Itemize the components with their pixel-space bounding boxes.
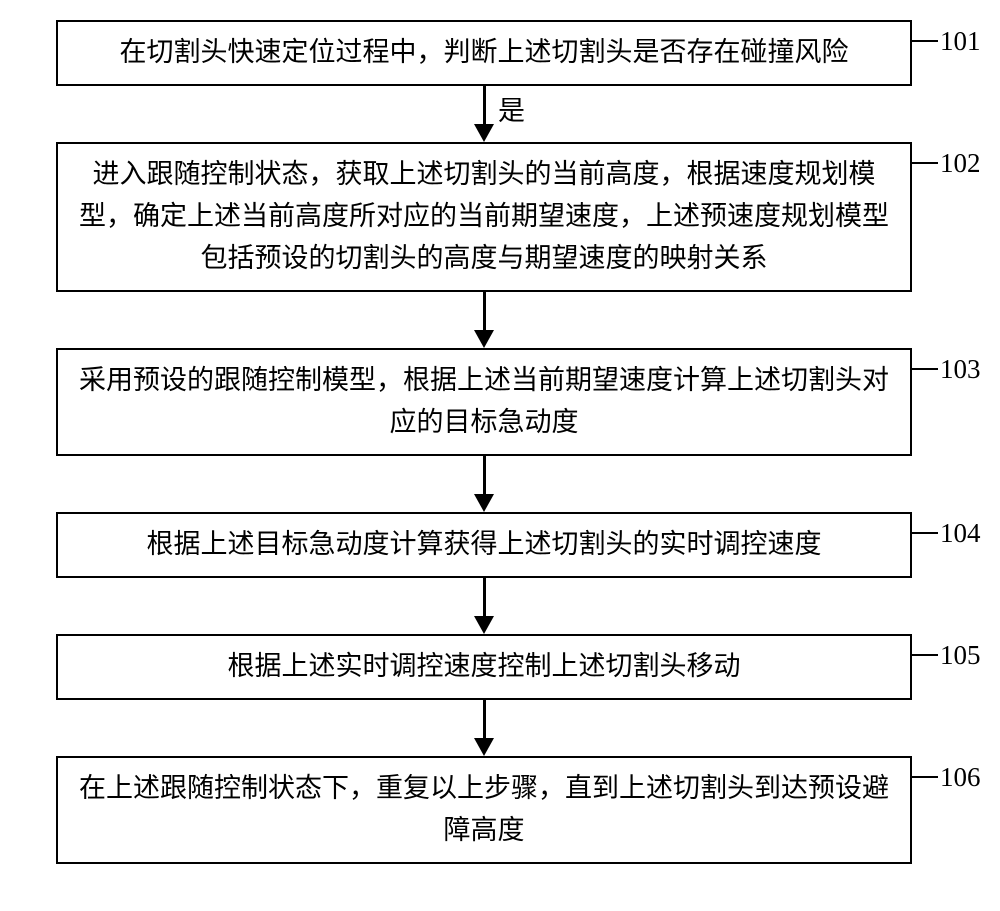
edge-shaft [483, 292, 486, 330]
step-label-leader [912, 368, 938, 370]
flow-node-3: 采用预设的跟随控制模型，根据上述当前期望速度计算上述切割头对应的目标急动度 [56, 348, 912, 456]
step-label-leader [912, 532, 938, 534]
flow-node-text: 根据上述实时调控速度控制上述切割头移动 [228, 646, 741, 688]
step-label-leader [912, 40, 938, 42]
edge-shaft [483, 86, 486, 124]
flow-node-2: 进入跟随控制状态，获取上述切割头的当前高度，根据速度规划模型，确定上述当前高度所… [56, 142, 912, 292]
flow-node-text: 在上述跟随控制状态下，重复以上步骤，直到上述切割头到达预设避障高度 [74, 768, 894, 852]
flow-node-text: 根据上述目标急动度计算获得上述切割头的实时调控速度 [147, 524, 822, 566]
edge-arrowhead [474, 124, 494, 142]
step-label-4: 104 [940, 518, 981, 549]
step-label-leader [912, 162, 938, 164]
flow-node-4: 根据上述目标急动度计算获得上述切割头的实时调控速度 [56, 512, 912, 578]
edge-arrowhead [474, 616, 494, 634]
step-label-6: 106 [940, 762, 981, 793]
edge-shaft [483, 578, 486, 616]
step-label-3: 103 [940, 354, 981, 385]
flow-node-5: 根据上述实时调控速度控制上述切割头移动 [56, 634, 912, 700]
step-label-leader [912, 776, 938, 778]
edge-shaft [483, 700, 486, 738]
edge-arrowhead [474, 494, 494, 512]
edge-arrowhead [474, 330, 494, 348]
edge-label: 是 [498, 89, 525, 128]
flow-node-6: 在上述跟随控制状态下，重复以上步骤，直到上述切割头到达预设避障高度 [56, 756, 912, 864]
step-label-5: 105 [940, 640, 981, 671]
step-label-2: 102 [940, 148, 981, 179]
flow-node-1: 在切割头快速定位过程中，判断上述切割头是否存在碰撞风险 [56, 20, 912, 86]
edge-arrowhead [474, 738, 494, 756]
flow-node-text: 进入跟随控制状态，获取上述切割头的当前高度，根据速度规划模型，确定上述当前高度所… [74, 154, 894, 280]
edge-shaft [483, 456, 486, 494]
flow-node-text: 在切割头快速定位过程中，判断上述切割头是否存在碰撞风险 [120, 32, 849, 74]
flow-node-text: 采用预设的跟随控制模型，根据上述当前期望速度计算上述切割头对应的目标急动度 [74, 360, 894, 444]
step-label-leader [912, 654, 938, 656]
step-label-1: 101 [940, 26, 981, 57]
